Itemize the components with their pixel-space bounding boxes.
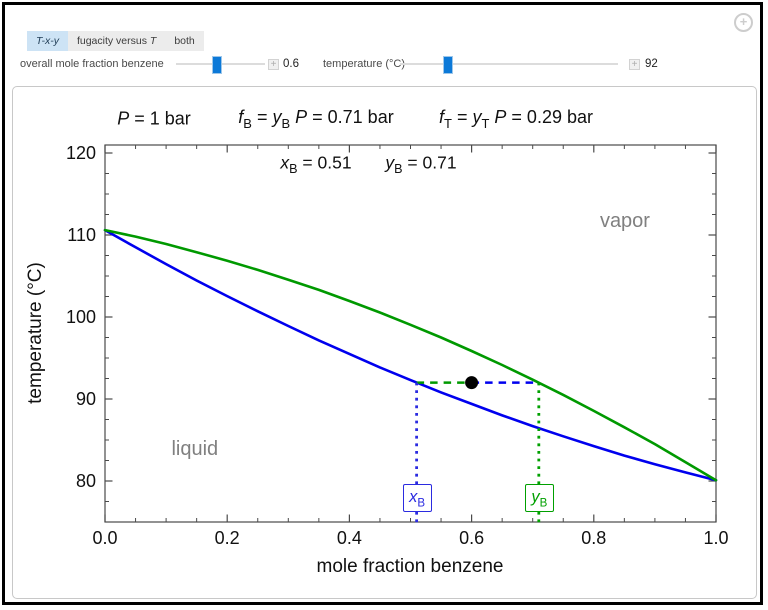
tab-t-x-y[interactable]: T-x-y bbox=[27, 31, 68, 51]
mole-fraction-stepper-plus-icon[interactable]: + bbox=[268, 59, 279, 70]
mole-fraction-slider-label: overall mole fraction benzene bbox=[20, 58, 164, 70]
vapor-dew-curve bbox=[103, 228, 718, 482]
y-tick-label: 90 bbox=[76, 389, 96, 409]
x-tick-label: 0.6 bbox=[459, 528, 484, 548]
plus-circle-icon[interactable]: + bbox=[734, 13, 753, 32]
tab-fugacity-versus-t-label: fugacity versus T bbox=[76, 35, 157, 47]
y-tick-label: 80 bbox=[76, 471, 96, 491]
operating-point-dot[interactable] bbox=[465, 376, 479, 390]
tab-both[interactable]: both bbox=[165, 31, 203, 51]
y-axis-label: temperature (°C) bbox=[25, 262, 46, 404]
x-tick-label: 0.0 bbox=[92, 528, 117, 548]
y-tick-label: 100 bbox=[66, 307, 96, 327]
temperature-slider-track[interactable] bbox=[400, 63, 618, 65]
x-tick-label: 1.0 bbox=[703, 528, 728, 548]
plot-frame bbox=[104, 144, 717, 523]
mole-fraction-slider-thumb[interactable] bbox=[212, 56, 222, 74]
region-label-liquid: liquid bbox=[171, 438, 218, 460]
tab-fugacity-versus-t[interactable]: fugacity versus T bbox=[68, 31, 165, 51]
x-tick-label: 0.4 bbox=[337, 528, 362, 548]
temperature-stepper-plus-icon[interactable]: + bbox=[629, 59, 640, 70]
x-tick-label: 0.8 bbox=[581, 528, 606, 548]
y-tick-label: 120 bbox=[66, 143, 96, 163]
y-tick-label: 110 bbox=[67, 225, 96, 245]
region-label-vapor: vapor bbox=[600, 210, 650, 232]
temperature-slider-label: temperature (°C) bbox=[323, 58, 406, 70]
tab-t-x-y-label: T-x-y bbox=[36, 35, 59, 47]
liquid-bubble-curve bbox=[103, 228, 718, 482]
temperature-slider-thumb[interactable] bbox=[443, 56, 453, 74]
temperature-value: 92 bbox=[645, 58, 658, 70]
plot-panel bbox=[12, 86, 757, 599]
tab-both-label: both bbox=[174, 35, 195, 47]
x-tick-label: 0.2 bbox=[215, 528, 240, 548]
view-tabstrip: T-x-y fugacity versus T both bbox=[27, 31, 204, 51]
x-axis-label: mole fraction benzene bbox=[317, 556, 504, 577]
mole-fraction-value: 0.6 bbox=[283, 58, 299, 70]
